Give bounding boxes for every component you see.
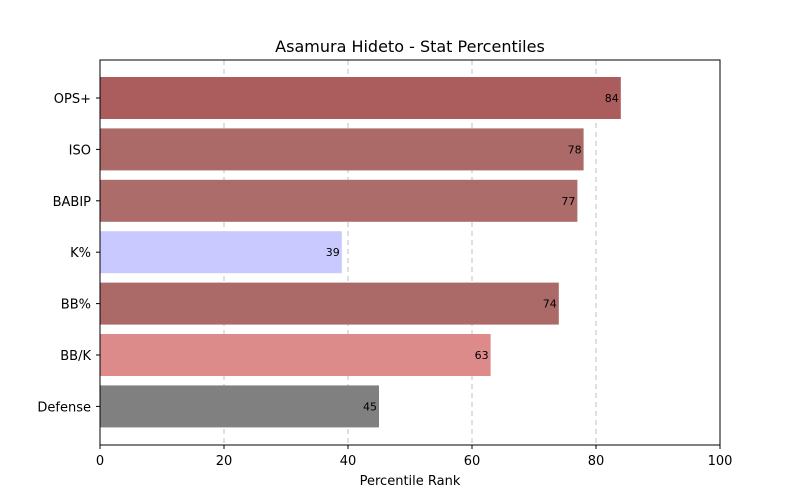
y-tick-label: BB% xyxy=(61,298,91,313)
x-tick-label: 20 xyxy=(216,454,233,469)
data-label: 39 xyxy=(326,246,340,259)
x-tick-label: 40 xyxy=(340,454,357,469)
y-tick-label: ISO xyxy=(69,143,91,158)
x-axis-ticks: 0 20 40 60 80 100 xyxy=(96,445,733,469)
bar-defense xyxy=(100,385,379,428)
y-tick-label: OPS+ xyxy=(54,92,91,107)
data-label: 77 xyxy=(561,195,575,208)
data-label: 74 xyxy=(543,298,557,311)
data-label: 63 xyxy=(475,349,489,362)
y-tick-label: BB/K xyxy=(60,349,91,364)
data-label: 45 xyxy=(363,400,377,413)
x-tick-label: 100 xyxy=(708,454,733,469)
x-tick-label: 0 xyxy=(96,454,104,469)
y-axis-ticks: OPS+ ISO BABIP K% BB% BB/K Defense xyxy=(37,92,100,415)
bars xyxy=(100,77,621,428)
x-tick-label: 60 xyxy=(464,454,481,469)
data-labels: 84 78 77 39 74 63 45 xyxy=(326,92,619,413)
data-label: 84 xyxy=(605,92,619,105)
data-label: 78 xyxy=(568,143,582,156)
bar-babip xyxy=(100,179,578,222)
chart-title: Asamura Hideto - Stat Percentiles xyxy=(275,37,545,56)
y-tick-label: BABIP xyxy=(53,195,92,210)
bar-k xyxy=(100,231,342,274)
bar-bb-k xyxy=(100,334,491,376)
x-tick-label: 80 xyxy=(588,454,605,469)
bar-ops xyxy=(100,77,621,119)
y-tick-label: K% xyxy=(70,246,91,261)
bar-iso xyxy=(100,128,584,171)
bar-bb xyxy=(100,282,559,325)
y-tick-label: Defense xyxy=(37,400,91,415)
x-axis-label: Percentile Rank xyxy=(360,474,461,489)
